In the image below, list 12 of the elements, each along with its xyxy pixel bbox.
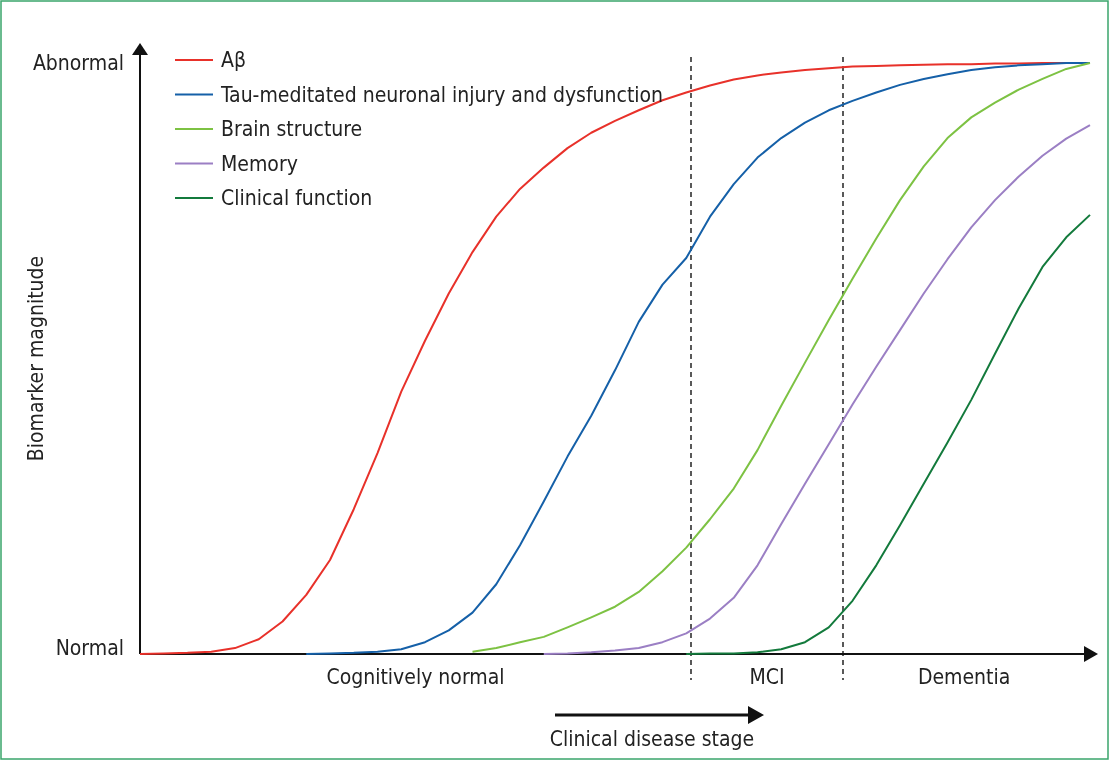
- legend-label: Clinical function: [221, 186, 373, 210]
- x-axis-title: Clinical disease stage: [549, 727, 755, 751]
- legend-label: Aβ: [221, 48, 246, 72]
- text: MCI: [749, 665, 785, 689]
- legend-label: Tau-meditated neuronal injury and dysfunction: [220, 82, 664, 107]
- text: Dementia: [917, 665, 1011, 689]
- legend-label: Memory: [221, 151, 298, 176]
- text: Cognitively normal: [326, 665, 505, 689]
- text: Abnormal: [32, 51, 124, 75]
- legend-label: Brain structure: [221, 117, 363, 141]
- y-axis-title: Biomarker magnitude: [24, 255, 48, 462]
- text: Normal: [55, 636, 124, 660]
